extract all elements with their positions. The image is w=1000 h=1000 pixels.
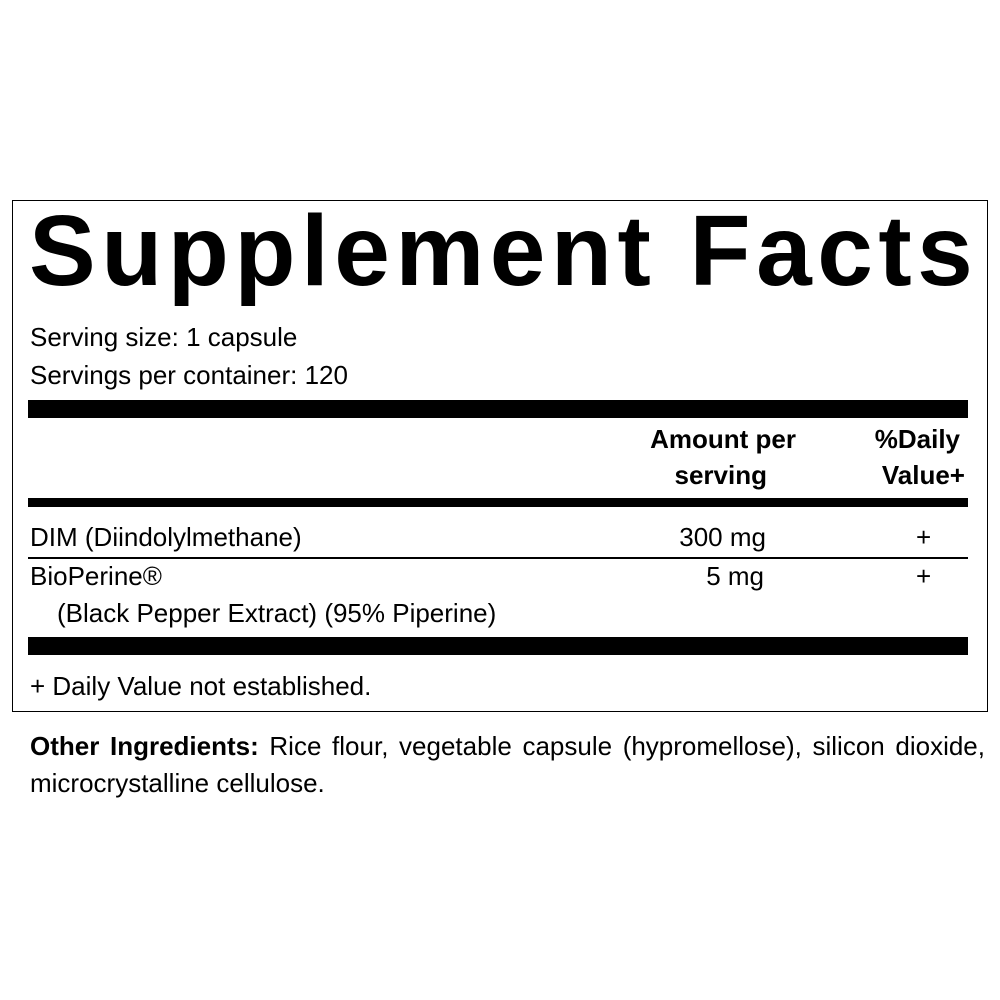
thick-divider [28, 637, 968, 655]
row-divider [28, 557, 968, 559]
ingredient-amount: 5 mg [706, 561, 764, 591]
footnote: + Daily Value not established. [30, 671, 372, 701]
other-ingredients-label: Other Ingredients: [30, 731, 259, 761]
medium-divider [28, 498, 968, 507]
ingredient-dv: + [916, 522, 932, 552]
dv-header-line1: %Daily [874, 424, 960, 454]
panel-title: Supplement Facts [29, 195, 979, 307]
thick-divider [28, 400, 968, 418]
other-ingredients-text: Rice flour, vegetable capsule (hypromell… [30, 731, 985, 798]
amount-header-line1: Amount per [650, 424, 796, 454]
amount-header-line2: serving [674, 460, 768, 490]
ingredient-name: BioPerine® [30, 561, 162, 591]
ingredient-name: DIM (Diindolylmethane) [30, 522, 302, 552]
ingredient-subname: (Black Pepper Extract) (95% Piperine) [57, 598, 497, 628]
ingredient-amount: 300 mg [679, 522, 766, 552]
dv-header-line2: Value+ [881, 460, 965, 490]
other-ingredients: Other Ingredients: Rice flour, vegetable… [30, 728, 985, 802]
servings-per-container: Servings per container: 120 [30, 360, 348, 390]
supplement-facts-panel [12, 200, 988, 712]
serving-size: Serving size: 1 capsule [30, 322, 298, 352]
ingredient-dv: + [916, 561, 932, 591]
